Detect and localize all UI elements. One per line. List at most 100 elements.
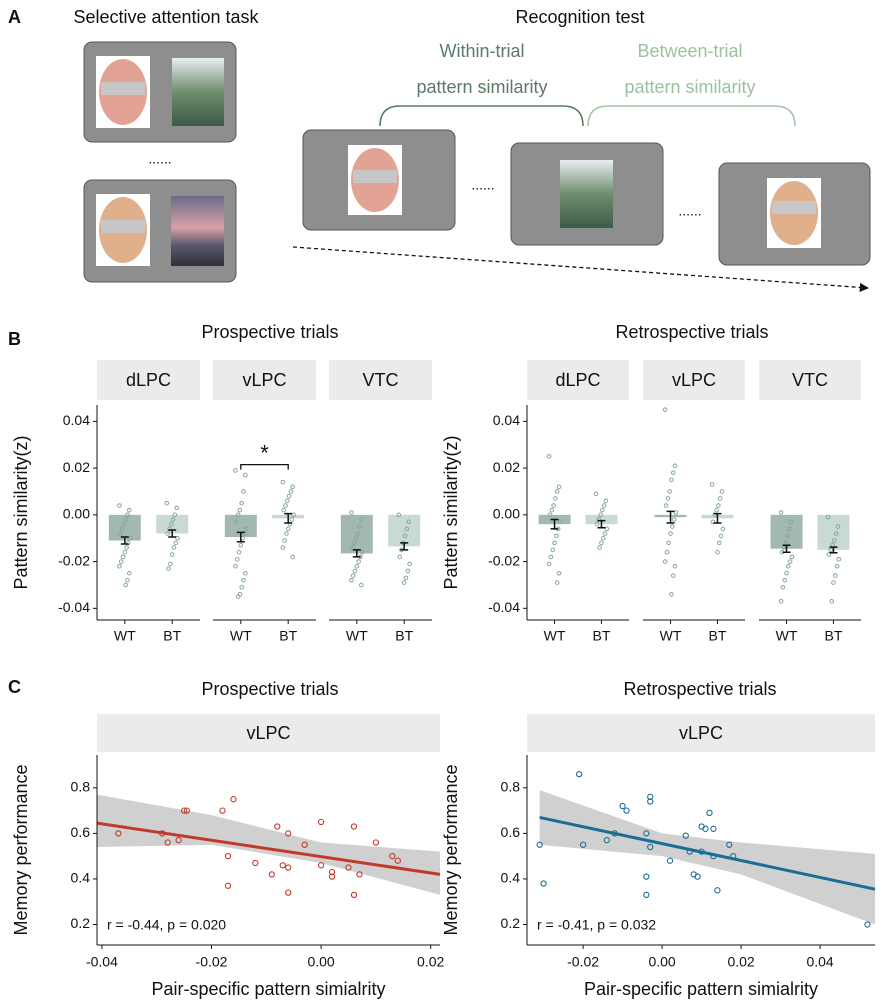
data-point xyxy=(549,507,555,513)
data-point xyxy=(536,841,543,848)
chart-title: Prospective trials xyxy=(201,322,338,342)
data-point xyxy=(720,526,726,532)
y-tick-label: 0.02 xyxy=(493,459,520,475)
data-point xyxy=(359,517,364,522)
data-point xyxy=(670,470,676,476)
data-point xyxy=(175,837,182,844)
data-point xyxy=(219,807,226,814)
ellipsis: ...... xyxy=(678,203,701,219)
data-point xyxy=(553,496,558,501)
data-point xyxy=(825,514,831,520)
x-tick-label: WT xyxy=(776,628,798,644)
data-point xyxy=(280,479,286,485)
eye-mask xyxy=(353,170,397,183)
data-point xyxy=(123,582,129,588)
data-point xyxy=(171,545,177,550)
facet-strip xyxy=(213,360,316,400)
data-point xyxy=(127,570,132,576)
data-point xyxy=(715,549,720,555)
error-bar xyxy=(236,531,245,543)
data-point xyxy=(397,554,402,560)
x-tick-label: BT xyxy=(163,628,181,644)
data-point xyxy=(328,868,336,876)
data-point xyxy=(718,533,724,539)
data-point xyxy=(778,599,784,604)
y-tick-label: 0.02 xyxy=(63,459,90,475)
bar xyxy=(340,514,373,554)
data-point xyxy=(780,584,786,590)
significance-label: * xyxy=(260,440,269,465)
data-point xyxy=(789,554,795,560)
data-point xyxy=(118,559,124,564)
data-point xyxy=(835,524,841,529)
data-point xyxy=(546,454,552,459)
data-point xyxy=(173,540,179,546)
data-point xyxy=(352,568,358,574)
chart-title: Retrospective trials xyxy=(615,322,768,342)
data-point xyxy=(406,519,411,525)
data-point xyxy=(714,887,721,894)
data-point xyxy=(359,582,364,588)
confidence-band xyxy=(97,794,440,895)
data-point xyxy=(350,573,356,578)
facet-strip xyxy=(643,360,745,400)
data-point xyxy=(669,477,674,483)
data-point xyxy=(170,517,176,522)
data-point xyxy=(546,561,552,567)
data-point xyxy=(550,547,556,553)
x-axis-label: Pair-specific pattern simialrity xyxy=(584,979,818,999)
error-bar xyxy=(550,518,559,530)
x-tick-label: 0.04 xyxy=(806,954,833,970)
data-point xyxy=(554,533,559,539)
within-label: pattern similarity xyxy=(416,77,547,97)
eye-mask xyxy=(101,220,145,233)
data-point xyxy=(224,882,232,889)
data-point xyxy=(289,517,295,522)
y-tick-label: -0.04 xyxy=(58,599,90,615)
data-point xyxy=(832,538,837,543)
data-point xyxy=(174,505,179,511)
data-point xyxy=(301,841,308,848)
data-point xyxy=(554,489,560,494)
data-point xyxy=(540,880,547,887)
data-point xyxy=(123,517,129,522)
data-point xyxy=(647,793,654,801)
data-point xyxy=(172,512,178,518)
data-point xyxy=(643,830,650,837)
facet-label: vLPC xyxy=(679,723,723,743)
data-point xyxy=(290,484,295,490)
data-point xyxy=(575,770,583,778)
data-point xyxy=(831,580,836,585)
x-tick-label: WT xyxy=(660,628,682,644)
scene-image xyxy=(560,160,613,228)
y-axis-label: Pattern similarity(z) xyxy=(11,435,31,589)
y-tick-label: 0.6 xyxy=(71,824,91,840)
data-point xyxy=(164,500,170,506)
data-point xyxy=(183,807,191,814)
data-point xyxy=(239,500,245,506)
data-point xyxy=(405,568,411,574)
data-point xyxy=(234,519,239,525)
data-point xyxy=(230,796,237,803)
data-point xyxy=(599,540,604,546)
data-point xyxy=(716,503,721,508)
data-point xyxy=(710,519,716,525)
data-point xyxy=(234,556,240,562)
x-tick-label: WT xyxy=(544,628,566,644)
y-tick-label: 0.00 xyxy=(63,506,90,522)
data-point xyxy=(672,563,678,569)
error-bar xyxy=(400,542,409,551)
data-point xyxy=(643,873,650,880)
data-point xyxy=(826,552,832,557)
data-point xyxy=(604,526,610,532)
error-bar xyxy=(284,512,293,524)
data-point xyxy=(785,533,790,539)
data-point xyxy=(593,491,599,497)
data-point xyxy=(782,577,788,583)
eye-mask xyxy=(101,82,145,95)
x-axis-label: Pair-specific pattern simialrity xyxy=(151,979,385,999)
data-point xyxy=(284,498,290,504)
data-point xyxy=(556,484,562,490)
facet-strip xyxy=(329,360,432,400)
data-point xyxy=(235,512,241,518)
